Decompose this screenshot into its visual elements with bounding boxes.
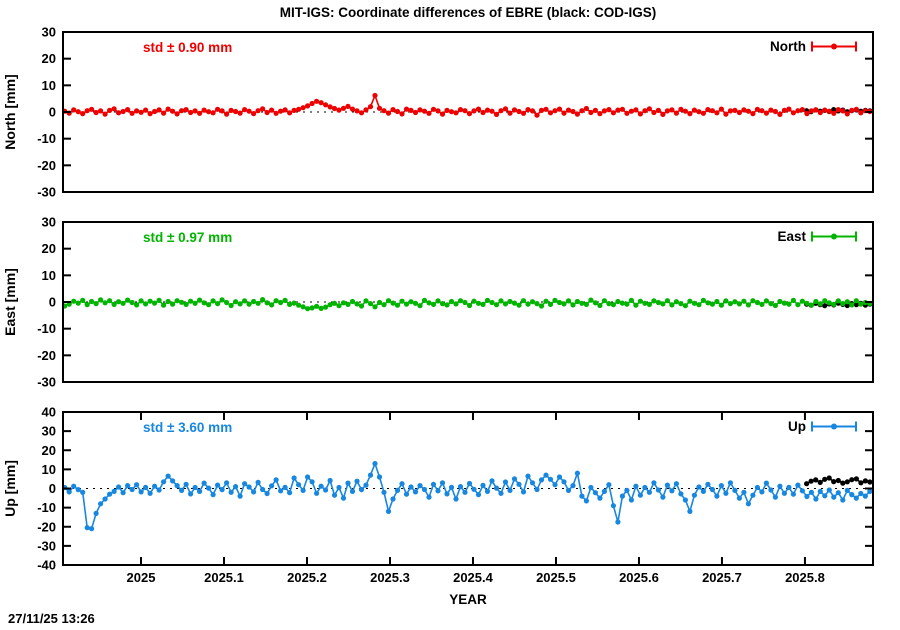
east-series — [62, 297, 873, 312]
up-series — [62, 461, 873, 532]
up-ytick-label: 30 — [42, 424, 56, 439]
x-axis-title: YEAR — [449, 592, 487, 607]
xtick-label: 2025.1 — [204, 570, 244, 585]
panel-north: -30 -20 -10 0 10 20 30 North [mm] std ± 0.90 mm N… — [2, 25, 874, 200]
panel-east: -30 -20 -10 0 10 20 30 East [mm] std ± 0.97 mm Ea… — [2, 215, 874, 390]
north-ytick-label: 10 — [42, 78, 56, 93]
xtick-label: 2025.4 — [453, 570, 494, 585]
north-series — [62, 92, 873, 118]
up-std-label: std ± 3.60 mm — [143, 420, 232, 435]
east-std-label: std ± 0.97 mm — [143, 230, 232, 245]
xtick-label: 2025.6 — [619, 570, 659, 585]
east-ytick-label: 0 — [49, 295, 56, 310]
xtick-label: 2025.2 — [287, 570, 327, 585]
north-ytick-label: 20 — [42, 51, 56, 66]
east-ytick-label: 20 — [42, 241, 56, 256]
xtick-label: 2025 — [127, 570, 156, 585]
up-ytick-label: 40 — [42, 405, 56, 420]
up-ytick-label: 0 — [49, 481, 56, 496]
chart-title: MIT-IGS: Coordinate differences of EBRE … — [279, 5, 657, 20]
north-std-label: std ± 0.90 mm — [143, 40, 232, 55]
up-ytick-label: 20 — [42, 443, 56, 458]
north-y-axis-title: North [mm] — [2, 74, 18, 149]
east-ytick-label: 10 — [42, 268, 56, 283]
xtick-label: 2025.5 — [536, 570, 576, 585]
up-legend: Up — [788, 419, 857, 434]
north-legend: North — [770, 39, 857, 54]
east-ytick-label: -30 — [37, 375, 56, 390]
north-ytick-label: -20 — [37, 158, 56, 173]
east-y-axis-title: East [mm] — [2, 268, 18, 336]
up-ytick-label: 10 — [42, 462, 56, 477]
east-ytick-label: -20 — [37, 348, 56, 363]
up-ytick-label: -10 — [37, 500, 56, 515]
xtick-label: 2025.7 — [702, 570, 742, 585]
east-legend: East — [777, 229, 857, 244]
east-ytick-label: -10 — [37, 321, 56, 336]
up-y-axis-title: Up [mm] — [2, 460, 18, 517]
up-ytick-label: -20 — [37, 519, 56, 534]
north-ytick-label: 30 — [42, 25, 56, 40]
timestamp: 27/11/25 13:26 — [8, 611, 95, 626]
north-ytick-label: 0 — [49, 105, 56, 120]
up-legend-label: Up — [788, 419, 806, 434]
up-ytick-label: -40 — [37, 558, 56, 573]
up-overlay-series — [804, 475, 873, 487]
north-ytick-label: -10 — [37, 131, 56, 146]
panel-up: -40 -30 -20 -10 0 10 20 30 40 2025 2025.1 2025.2 202… — [2, 405, 874, 585]
north-ytick-label: -30 — [37, 185, 56, 200]
xtick-label: 2025.8 — [785, 570, 825, 585]
up-ytick-label: -30 — [37, 538, 56, 553]
east-ytick-label: 30 — [42, 215, 56, 230]
xtick-label: 2025.3 — [370, 570, 410, 585]
east-legend-label: East — [777, 229, 806, 244]
north-legend-label: North — [770, 39, 806, 54]
